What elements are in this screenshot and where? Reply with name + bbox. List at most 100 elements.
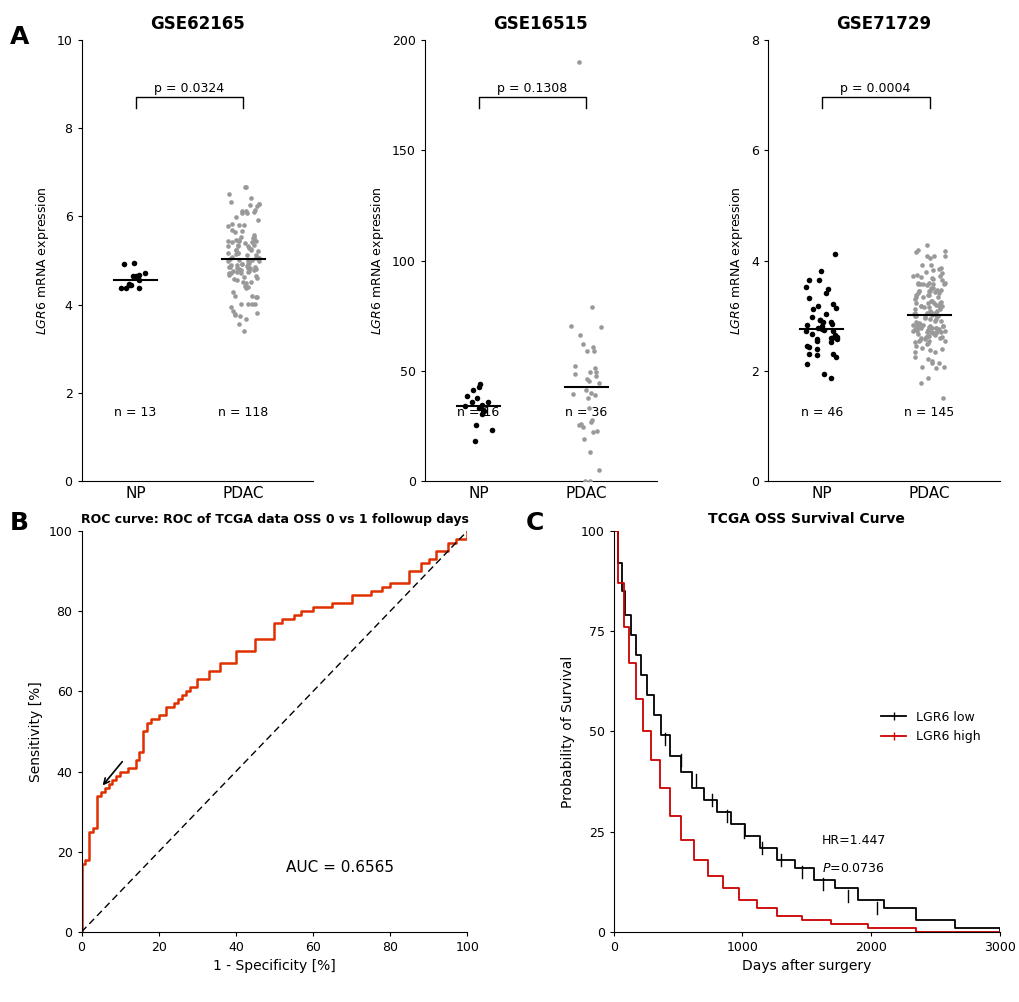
Point	[472, 376, 488, 392]
Point	[931, 330, 948, 346]
Point	[924, 277, 941, 293]
Text: n = 16: n = 16	[458, 406, 499, 419]
Point	[125, 269, 142, 285]
Point	[922, 293, 938, 309]
Text: HR=1.447: HR=1.447	[821, 834, 886, 847]
Point	[247, 201, 263, 217]
Text: p = 0.1308: p = 0.1308	[497, 82, 568, 95]
Point	[808, 333, 824, 349]
Point	[914, 276, 930, 292]
Point	[918, 371, 934, 387]
Point	[926, 308, 943, 324]
Point	[250, 212, 266, 228]
Point	[249, 198, 265, 214]
Point	[567, 358, 583, 374]
Point	[918, 278, 934, 294]
Point	[924, 325, 941, 341]
Point	[911, 332, 927, 348]
Point	[243, 274, 259, 290]
Title: GSE16515: GSE16515	[493, 15, 587, 33]
Point	[573, 416, 589, 432]
Point	[910, 283, 926, 299]
Point	[929, 298, 946, 314]
Point	[251, 195, 267, 211]
Point	[229, 264, 246, 280]
Point	[797, 280, 813, 296]
Point	[249, 289, 265, 305]
Point	[822, 330, 839, 346]
Point	[222, 260, 238, 276]
Point	[908, 318, 924, 334]
Point	[921, 303, 937, 319]
Point	[580, 390, 596, 406]
Point	[808, 348, 824, 364]
Point	[905, 317, 921, 333]
Point	[232, 229, 249, 245]
Point	[239, 279, 256, 295]
Point	[932, 260, 949, 276]
Title: GSE62165: GSE62165	[150, 15, 245, 33]
Point	[920, 312, 936, 328]
Point	[933, 318, 950, 334]
Point	[227, 209, 244, 225]
Point	[906, 321, 922, 337]
Point	[578, 371, 594, 387]
Point	[910, 315, 926, 331]
Point	[809, 299, 825, 315]
Point	[928, 304, 945, 320]
Point	[907, 295, 923, 311]
Point	[919, 295, 935, 311]
Point	[237, 234, 254, 250]
Point	[828, 329, 845, 345]
Point	[574, 336, 590, 352]
Point	[921, 325, 937, 341]
Point	[232, 266, 249, 282]
Point	[798, 317, 814, 333]
Point	[251, 196, 267, 212]
Point	[248, 246, 264, 263]
Point	[562, 319, 579, 335]
Y-axis label: $\it{LGR6}$ mRNA expression: $\it{LGR6}$ mRNA expression	[369, 186, 386, 335]
Point	[920, 319, 936, 335]
Point	[906, 291, 922, 307]
Point	[912, 269, 928, 285]
Point	[815, 366, 832, 382]
Point	[817, 285, 834, 301]
Point	[220, 254, 236, 270]
Point	[800, 272, 816, 288]
Point	[246, 227, 262, 243]
Point	[228, 257, 245, 273]
Point	[583, 414, 599, 430]
Point	[117, 281, 133, 297]
Point	[921, 281, 937, 297]
Text: n = 13: n = 13	[114, 406, 157, 419]
Point	[249, 305, 265, 321]
Point	[239, 257, 256, 273]
Point	[797, 323, 813, 339]
Point	[908, 267, 924, 283]
Point	[933, 299, 950, 315]
Point	[483, 422, 499, 438]
Point	[480, 394, 496, 410]
Point	[932, 329, 949, 345]
Point	[822, 370, 839, 386]
Point	[914, 317, 930, 333]
Point	[579, 344, 595, 360]
Point	[229, 272, 246, 288]
Point	[926, 320, 943, 336]
Point	[924, 248, 941, 265]
Point	[917, 329, 933, 345]
Point	[220, 260, 236, 276]
Point	[587, 368, 603, 384]
Point	[811, 313, 827, 329]
Point	[907, 288, 923, 304]
Point	[229, 237, 246, 254]
Point	[827, 301, 844, 317]
Point	[928, 307, 945, 323]
Point	[221, 266, 237, 282]
Point	[922, 305, 938, 321]
Point	[233, 257, 250, 273]
Point	[909, 286, 925, 302]
Point	[475, 403, 491, 419]
Point	[925, 296, 942, 312]
